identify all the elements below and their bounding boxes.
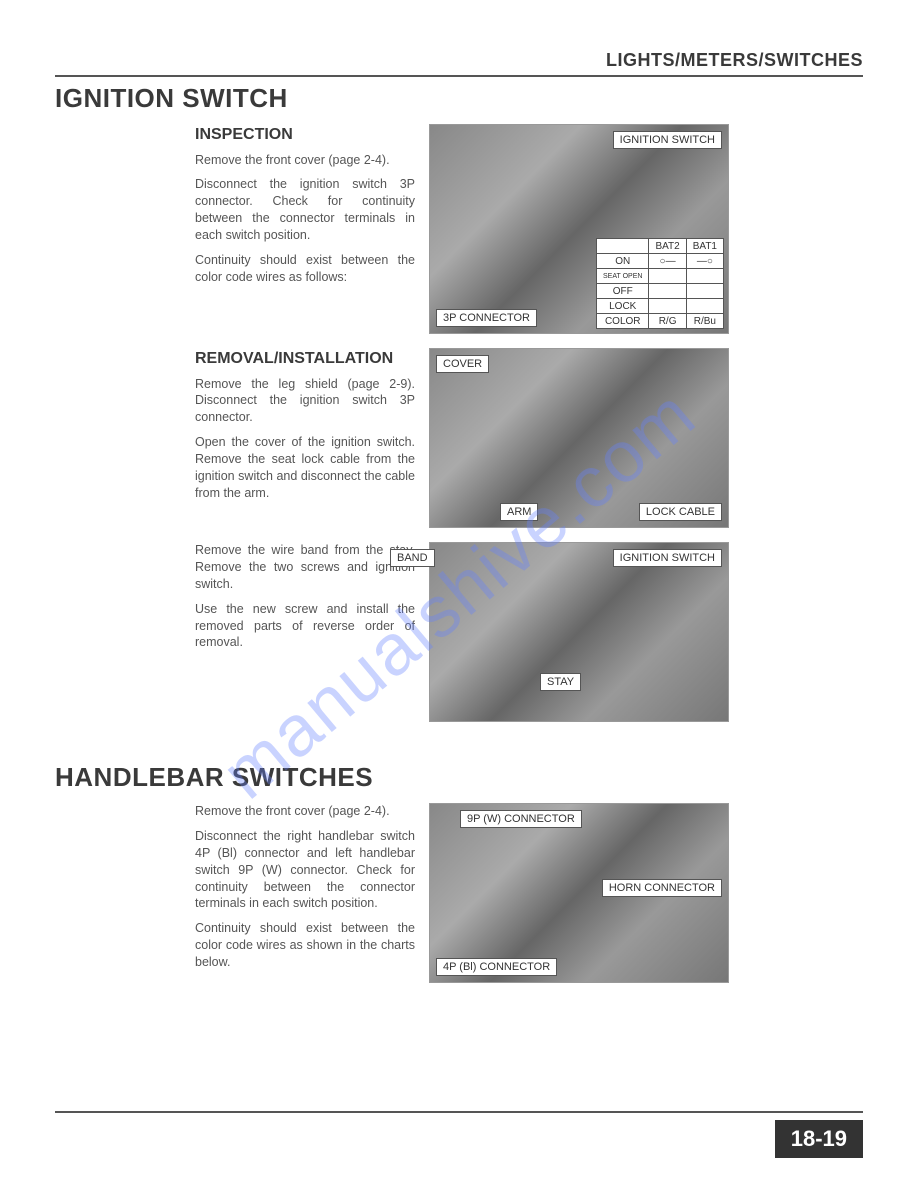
removal-text: REMOVAL/INSTALLATION Remove the leg shie…: [55, 348, 415, 510]
handlebar-figure: 9P (W) CONNECTOR HORN CONNECTOR 4P (Bl) …: [429, 803, 729, 983]
wireband-photo: BAND IGNITION SWITCH STAY: [429, 542, 729, 722]
wireband-text: Remove the wire band from the stay. Remo…: [55, 542, 415, 659]
removal-figure: COVER ARM LOCK CABLE: [429, 348, 729, 528]
label-ignition-switch-2: IGNITION SWITCH: [613, 549, 722, 567]
label-horn-connector: HORN CONNECTOR: [602, 879, 722, 897]
label-4p-connector: 4P (Bl) CONNECTOR: [436, 958, 557, 976]
section-title-ignition: IGNITION SWITCH: [55, 83, 863, 114]
page-header: LIGHTS/METERS/SWITCHES: [55, 50, 863, 77]
removal-photo: COVER ARM LOCK CABLE: [429, 348, 729, 528]
inspection-photo: IGNITION SWITCH 3P CONNECTOR BAT2BAT1 ON…: [429, 124, 729, 334]
inspection-p1: Remove the front cover (page 2-4).: [195, 152, 415, 169]
label-stay: STAY: [540, 673, 581, 691]
continuity-table: BAT2BAT1 ON○——○ SEAT OPEN OFF LOCK COLOR…: [596, 238, 724, 329]
label-3p-connector: 3P CONNECTOR: [436, 309, 537, 327]
inspection-p3: Continuity should exist between the colo…: [195, 252, 415, 286]
wireband-p1: Remove the wire band from the stay. Remo…: [195, 542, 415, 593]
label-lock-cable: LOCK CABLE: [639, 503, 722, 521]
label-band: BAND: [390, 549, 435, 567]
removal-heading: REMOVAL/INSTALLATION: [195, 348, 415, 370]
handlebar-photo: 9P (W) CONNECTOR HORN CONNECTOR 4P (Bl) …: [429, 803, 729, 983]
wireband-figure: BAND IGNITION SWITCH STAY: [429, 542, 729, 722]
removal-p1: Remove the leg shield (page 2-9). Discon…: [195, 376, 415, 427]
inspection-figure: IGNITION SWITCH 3P CONNECTOR BAT2BAT1 ON…: [429, 124, 729, 334]
footer-rule: [55, 1111, 863, 1113]
label-cover: COVER: [436, 355, 489, 373]
inspection-text: INSPECTION Remove the front cover (page …: [55, 124, 415, 294]
label-9p-connector: 9P (W) CONNECTOR: [460, 810, 582, 828]
page-number: 18-19: [775, 1120, 863, 1158]
inspection-row: INSPECTION Remove the front cover (page …: [55, 124, 863, 334]
handlebar-row: Remove the front cover (page 2-4). Disco…: [55, 803, 863, 983]
handlebar-p2: Disconnect the right handlebar switch 4P…: [195, 828, 415, 912]
wireband-p2: Use the new screw and install the remove…: [195, 601, 415, 652]
inspection-p2: Disconnect the ignition switch 3P connec…: [195, 176, 415, 244]
wireband-row: Remove the wire band from the stay. Remo…: [55, 542, 863, 722]
handlebar-text: Remove the front cover (page 2-4). Disco…: [55, 803, 415, 979]
handlebar-p3: Continuity should exist between the colo…: [195, 920, 415, 971]
label-ignition-switch: IGNITION SWITCH: [613, 131, 722, 149]
removal-row: REMOVAL/INSTALLATION Remove the leg shie…: [55, 348, 863, 528]
handlebar-p1: Remove the front cover (page 2-4).: [195, 803, 415, 820]
inspection-heading: INSPECTION: [195, 124, 415, 146]
section-title-handlebar: HANDLEBAR SWITCHES: [55, 762, 863, 793]
label-arm: ARM: [500, 503, 538, 521]
removal-p2: Open the cover of the ignition switch. R…: [195, 434, 415, 502]
